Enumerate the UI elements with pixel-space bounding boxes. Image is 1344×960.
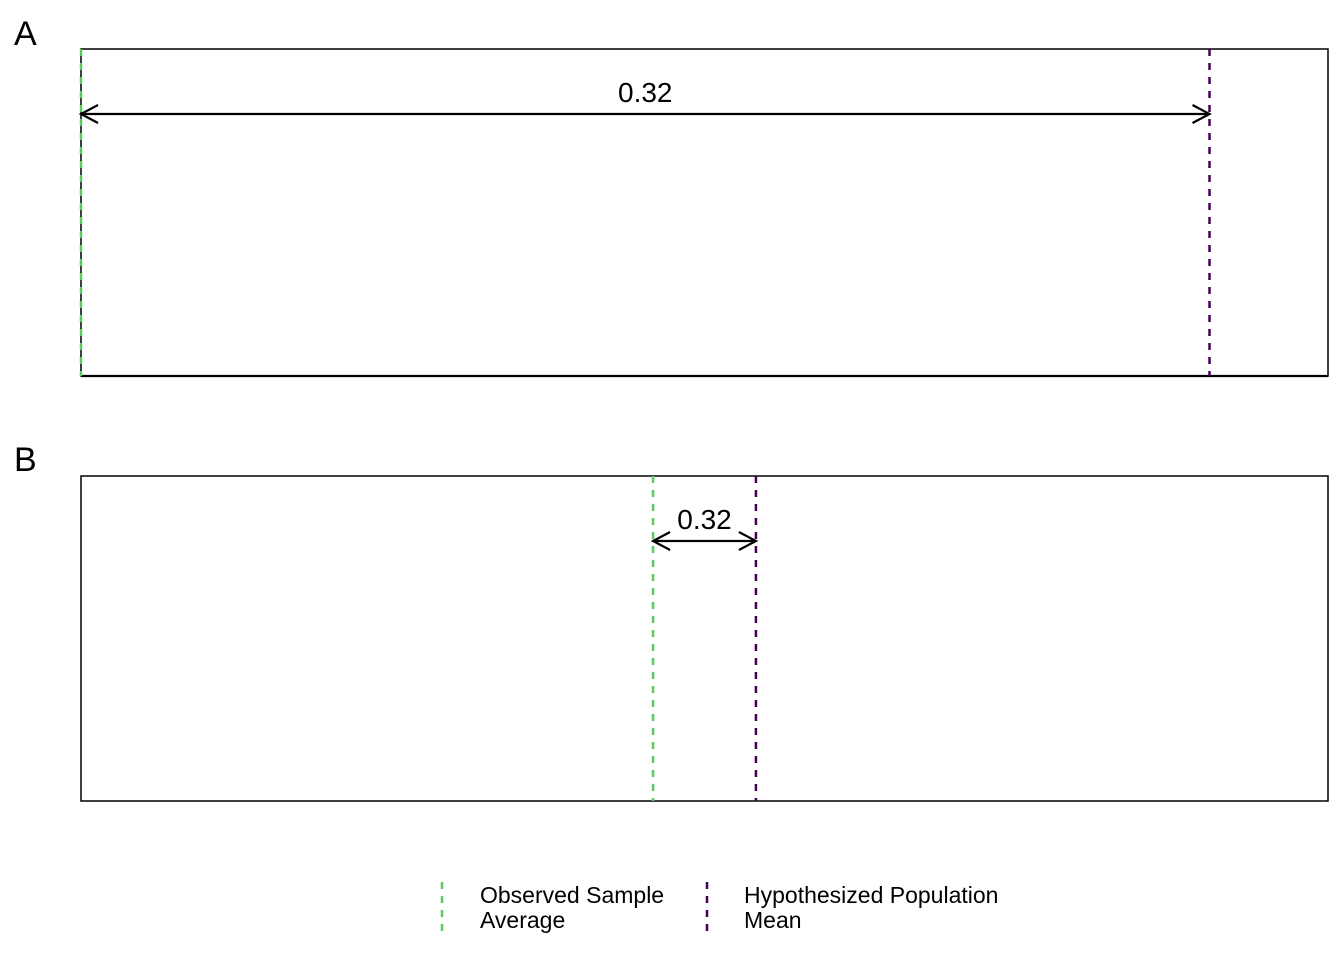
panel-b-diff-arrow-head-right <box>738 531 759 551</box>
panel-a-diff-label: 0.32 <box>618 77 673 108</box>
panel-b-diff-label: 0.32 <box>677 504 732 535</box>
legend-label-hypothesized-line1: Hypothesized Population <box>744 882 998 908</box>
panel-b-diff-arrow-head-left <box>650 531 671 551</box>
panel-b-letter: B <box>14 441 37 479</box>
legend-label-hypothesized-line2: Mean <box>744 907 802 933</box>
panel-b: B 0.32 <box>14 441 1329 802</box>
panel-b-frame <box>80 475 1329 802</box>
panel-a-diff-arrow-head-right <box>1191 104 1212 124</box>
panel-a: A 0.32 <box>14 15 1329 378</box>
panel-a-diff-arrow-head-left <box>78 104 99 124</box>
legend-item-hypothesized: Hypothesized Population Mean <box>705 882 998 933</box>
panel-a-frame <box>80 48 1329 377</box>
legend-label-observed-line1: Observed Sample <box>480 882 664 908</box>
legend-label-observed-line2: Average <box>480 907 565 933</box>
legend: Observed Sample Average Hypothesized Pop… <box>440 882 998 933</box>
legend-item-observed: Observed Sample Average <box>440 882 664 933</box>
panel-a-letter: A <box>14 15 37 53</box>
